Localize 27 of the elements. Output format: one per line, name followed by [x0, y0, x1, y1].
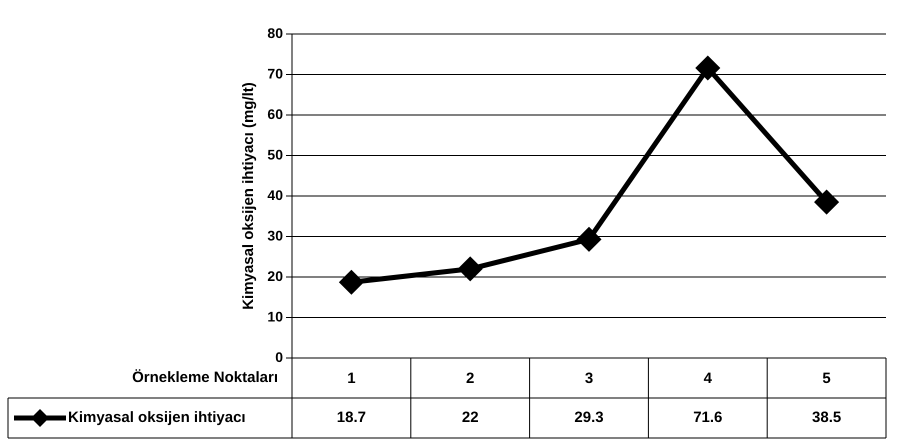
- y-tick-label: 20: [267, 268, 284, 284]
- data-label: 71.6: [693, 409, 722, 426]
- point: [815, 190, 838, 214]
- x-tick-label: 3: [584, 370, 594, 388]
- y-tick-label: 60: [267, 106, 284, 122]
- y-tick-label: 30: [267, 227, 284, 244]
- y-tick-label: 0: [275, 348, 284, 365]
- x-tick-label: 4: [704, 370, 713, 388]
- x-axis-title: Örnekleme Noktaları: [132, 369, 278, 386]
- x-tick-label: 5: [822, 370, 831, 388]
- data-label: 18.7: [336, 409, 366, 426]
- y-tick-label: 50: [267, 146, 284, 162]
- data-label: 38.5: [812, 409, 842, 426]
- point: [696, 56, 720, 80]
- x-tick-label: 2: [466, 370, 474, 388]
- point: [340, 270, 363, 294]
- data-label: 22: [462, 409, 479, 426]
- y-tick-label: 80: [267, 24, 284, 41]
- point: [578, 228, 600, 251]
- data-label: 29.3: [574, 409, 604, 426]
- x-tick-label: 1: [347, 370, 356, 388]
- legend-label: Kimyasal oksijen ihtiyacı: [68, 409, 246, 426]
- y-axis-title: Kimyasal oksijen ihtiyacı (mg/lt): [240, 82, 258, 310]
- point: [458, 257, 482, 280]
- y-tick-label: 70: [267, 65, 284, 82]
- y-tick-label: 40: [267, 186, 284, 203]
- y-tick-label: 10: [267, 308, 284, 324]
